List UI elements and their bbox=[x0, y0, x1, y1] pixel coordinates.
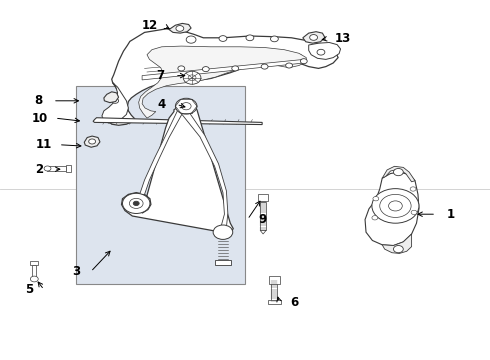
Polygon shape bbox=[179, 108, 228, 229]
Circle shape bbox=[372, 216, 378, 220]
Bar bbox=[76, 86, 245, 284]
Bar bbox=[47, 166, 66, 171]
Text: 5: 5 bbox=[25, 283, 33, 296]
Circle shape bbox=[133, 201, 139, 206]
Circle shape bbox=[372, 189, 419, 223]
Text: 10: 10 bbox=[32, 112, 49, 125]
Polygon shape bbox=[139, 46, 306, 118]
Text: 6: 6 bbox=[290, 296, 298, 309]
Circle shape bbox=[300, 59, 307, 64]
Circle shape bbox=[286, 63, 293, 68]
Text: 9: 9 bbox=[258, 213, 266, 226]
Text: 3: 3 bbox=[72, 265, 80, 278]
Circle shape bbox=[317, 49, 325, 55]
Circle shape bbox=[178, 66, 185, 71]
Circle shape bbox=[261, 64, 268, 69]
Circle shape bbox=[202, 67, 209, 72]
Circle shape bbox=[44, 166, 51, 171]
Circle shape bbox=[129, 198, 143, 208]
Text: 1: 1 bbox=[447, 208, 455, 221]
Polygon shape bbox=[382, 166, 415, 182]
Circle shape bbox=[183, 71, 201, 84]
Bar bbox=[260, 202, 266, 230]
Polygon shape bbox=[93, 118, 262, 125]
Circle shape bbox=[246, 35, 254, 41]
Circle shape bbox=[310, 35, 318, 40]
Polygon shape bbox=[122, 104, 233, 236]
Circle shape bbox=[112, 98, 119, 103]
Circle shape bbox=[232, 66, 239, 71]
Text: 11: 11 bbox=[36, 138, 52, 151]
Polygon shape bbox=[382, 234, 412, 253]
Circle shape bbox=[213, 225, 233, 239]
Polygon shape bbox=[260, 230, 266, 234]
Bar bbox=[271, 280, 277, 301]
Circle shape bbox=[410, 187, 416, 191]
Circle shape bbox=[89, 139, 96, 144]
Circle shape bbox=[175, 98, 197, 114]
Bar bbox=[258, 194, 268, 201]
Bar bbox=[268, 300, 281, 304]
Polygon shape bbox=[140, 108, 184, 194]
Circle shape bbox=[186, 36, 196, 43]
Text: 12: 12 bbox=[141, 19, 158, 32]
Text: 8: 8 bbox=[34, 94, 42, 107]
Circle shape bbox=[181, 103, 191, 110]
Polygon shape bbox=[84, 136, 100, 147]
Circle shape bbox=[270, 36, 278, 42]
Polygon shape bbox=[303, 32, 325, 43]
Text: 2: 2 bbox=[35, 163, 43, 176]
Polygon shape bbox=[309, 42, 341, 59]
Polygon shape bbox=[102, 83, 128, 123]
Polygon shape bbox=[142, 59, 304, 80]
Polygon shape bbox=[365, 172, 419, 246]
Circle shape bbox=[373, 197, 379, 201]
Circle shape bbox=[219, 36, 227, 41]
Polygon shape bbox=[169, 23, 191, 33]
Circle shape bbox=[393, 246, 403, 253]
Circle shape bbox=[380, 194, 411, 217]
Circle shape bbox=[389, 201, 402, 211]
Bar bbox=[269, 276, 280, 284]
Circle shape bbox=[122, 193, 150, 213]
Text: 7: 7 bbox=[156, 69, 164, 82]
Circle shape bbox=[30, 276, 38, 282]
Circle shape bbox=[393, 168, 403, 176]
Polygon shape bbox=[215, 260, 231, 265]
Text: 13: 13 bbox=[335, 32, 351, 45]
Polygon shape bbox=[107, 29, 338, 125]
Text: 4: 4 bbox=[158, 98, 166, 111]
Circle shape bbox=[188, 75, 196, 81]
Bar bbox=[30, 261, 38, 265]
Polygon shape bbox=[104, 92, 119, 103]
Circle shape bbox=[176, 26, 184, 31]
Bar bbox=[66, 165, 71, 172]
Bar bbox=[32, 265, 36, 277]
Circle shape bbox=[411, 210, 417, 215]
